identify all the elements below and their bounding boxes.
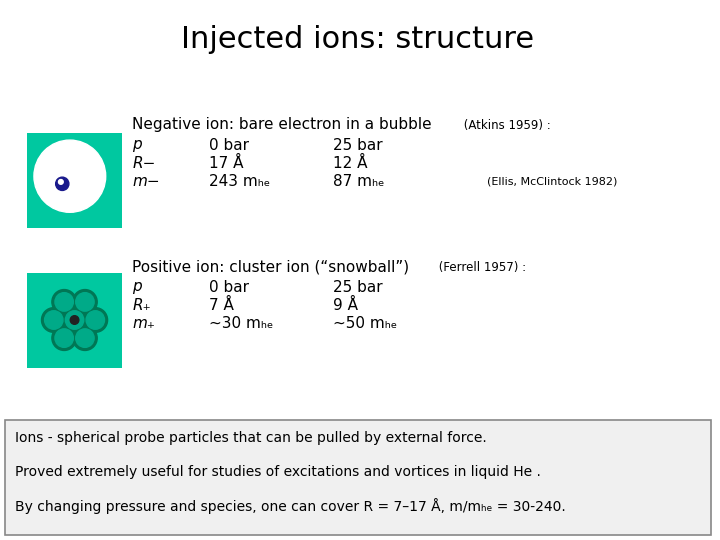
Text: ~50 mₕₑ: ~50 mₕₑ: [333, 315, 397, 330]
Text: 17 Å: 17 Å: [209, 156, 243, 171]
Circle shape: [73, 326, 97, 350]
Circle shape: [55, 177, 69, 191]
Circle shape: [86, 310, 104, 329]
Circle shape: [34, 140, 106, 212]
Circle shape: [55, 329, 73, 347]
Text: Ions - spherical probe particles that can be pulled by external force.: Ions - spherical probe particles that ca…: [15, 431, 487, 445]
Text: (Atkins 1959) :: (Atkins 1959) :: [460, 118, 551, 132]
Circle shape: [52, 289, 76, 314]
Circle shape: [45, 310, 63, 329]
Text: R₊: R₊: [132, 298, 150, 313]
Circle shape: [73, 289, 97, 314]
Text: p: p: [132, 280, 142, 294]
Text: Proved extremely useful for studies of excitations and vortices in liquid He .: Proved extremely useful for studies of e…: [15, 465, 541, 479]
Circle shape: [52, 326, 76, 350]
Circle shape: [62, 308, 87, 332]
FancyBboxPatch shape: [5, 420, 711, 535]
Text: p: p: [132, 138, 142, 152]
Circle shape: [76, 293, 94, 311]
Text: Positive ion: cluster ion (“snowball”): Positive ion: cluster ion (“snowball”): [132, 260, 409, 274]
Text: ~30 mₕₑ: ~30 mₕₑ: [209, 315, 273, 330]
Text: 243 mₕₑ: 243 mₕₑ: [209, 173, 270, 188]
Circle shape: [66, 310, 84, 329]
Text: Negative ion: bare electron in a bubble: Negative ion: bare electron in a bubble: [132, 118, 432, 132]
Text: m₊: m₊: [132, 315, 155, 330]
Text: 0 bar: 0 bar: [209, 138, 248, 152]
Text: (Ferrell 1957) :: (Ferrell 1957) :: [436, 260, 526, 273]
Text: 25 bar: 25 bar: [333, 280, 382, 294]
Text: By changing pressure and species, one can cover R = 7–17 Å, m/mₕₑ = 30-240.: By changing pressure and species, one ca…: [15, 498, 566, 514]
Circle shape: [71, 316, 79, 325]
Circle shape: [55, 293, 73, 311]
Text: 0 bar: 0 bar: [209, 280, 248, 294]
Text: 7 Å: 7 Å: [209, 298, 233, 313]
Text: 9 Å: 9 Å: [333, 298, 358, 313]
Text: 87 mₕₑ: 87 mₕₑ: [333, 173, 384, 188]
FancyBboxPatch shape: [27, 132, 122, 227]
Text: R−: R−: [132, 156, 156, 171]
Text: 25 bar: 25 bar: [333, 138, 382, 152]
Text: (Ellis, McClintock 1982): (Ellis, McClintock 1982): [487, 176, 617, 186]
Circle shape: [58, 179, 63, 184]
Circle shape: [76, 329, 94, 347]
Circle shape: [83, 308, 107, 332]
Circle shape: [42, 308, 66, 332]
Text: m−: m−: [132, 173, 160, 188]
Text: 12 Å: 12 Å: [333, 156, 367, 171]
Text: Injected ions: structure: Injected ions: structure: [181, 25, 534, 55]
FancyBboxPatch shape: [27, 273, 122, 368]
